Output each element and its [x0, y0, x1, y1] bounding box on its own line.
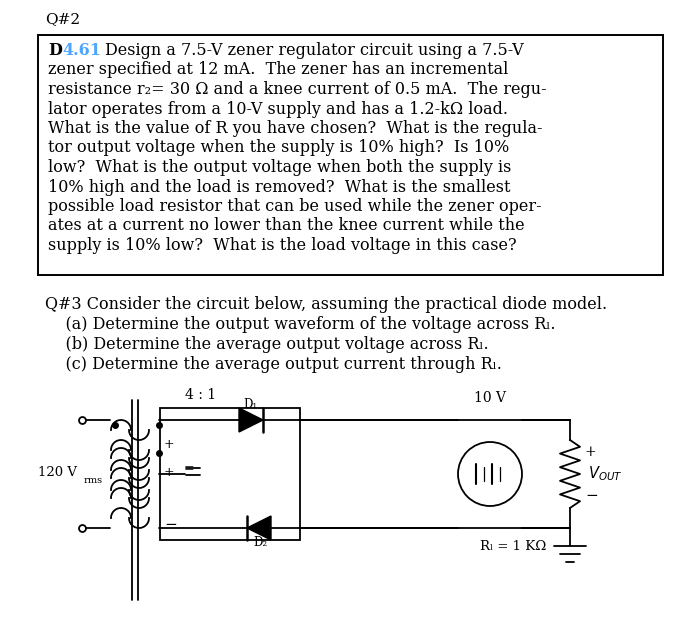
Text: rms: rms	[84, 476, 103, 485]
Text: Rₗ = 1 KΩ: Rₗ = 1 KΩ	[480, 540, 546, 553]
Text: possible load resistor that can be used while the zener oper-: possible load resistor that can be used …	[48, 198, 542, 215]
Text: (c) Determine the average output current through Rₗ.: (c) Determine the average output current…	[45, 356, 502, 373]
Text: D: D	[48, 42, 62, 59]
Text: 4 : 1: 4 : 1	[185, 388, 216, 402]
Text: (a) Determine the output waveform of the voltage across Rₗ.: (a) Determine the output waveform of the…	[45, 316, 556, 333]
Text: resistance r₂= 30 Ω and a knee current of 0.5 mA.  The regu-: resistance r₂= 30 Ω and a knee current o…	[48, 81, 547, 98]
Polygon shape	[247, 516, 271, 540]
Text: lator operates from a 10-V supply and has a 1.2-kΩ load.: lator operates from a 10-V supply and ha…	[48, 100, 508, 117]
Text: $V_{OUT}$: $V_{OUT}$	[588, 465, 622, 484]
Text: 10% high and the load is removed?  What is the smallest: 10% high and the load is removed? What i…	[48, 178, 510, 195]
Text: D₁: D₁	[243, 398, 257, 411]
Text: +: +	[585, 445, 596, 459]
Bar	[38, 35, 663, 275]
Text: 10 V: 10 V	[474, 391, 506, 405]
Text: 4.61: 4.61	[62, 42, 101, 59]
Text: Q#3 Consider the circuit below, assuming the practical diode model.: Q#3 Consider the circuit below, assuming…	[45, 296, 607, 313]
Text: D₂: D₂	[253, 536, 267, 549]
Polygon shape	[239, 408, 263, 432]
Text: +: +	[164, 438, 174, 451]
Text: low?  What is the output voltage when both the supply is: low? What is the output voltage when bot…	[48, 159, 512, 176]
Text: 120 V: 120 V	[38, 466, 77, 479]
Text: Q#2: Q#2	[45, 12, 80, 26]
Text: What is the value of R you have chosen?  What is the regula-: What is the value of R you have chosen? …	[48, 120, 542, 137]
Bar	[160, 408, 300, 540]
Text: ates at a current no lower than the knee current while the: ates at a current no lower than the knee…	[48, 218, 524, 235]
Text: −: −	[164, 518, 176, 532]
Text: tor output voltage when the supply is 10% high?  Is 10%: tor output voltage when the supply is 10…	[48, 140, 510, 157]
Text: supply is 10% low?  What is the load voltage in this case?: supply is 10% low? What is the load volt…	[48, 237, 517, 254]
Text: −: −	[585, 489, 598, 503]
Text: (b) Determine the average output voltage across Rₗ.: (b) Determine the average output voltage…	[45, 336, 489, 353]
Text: +: +	[164, 466, 174, 479]
Text: Design a 7.5-V zener regulator circuit using a 7.5-V: Design a 7.5-V zener regulator circuit u…	[105, 42, 524, 59]
Text: zener specified at 12 mA.  The zener has an incremental: zener specified at 12 mA. The zener has …	[48, 62, 508, 79]
Text: =: =	[184, 462, 195, 475]
